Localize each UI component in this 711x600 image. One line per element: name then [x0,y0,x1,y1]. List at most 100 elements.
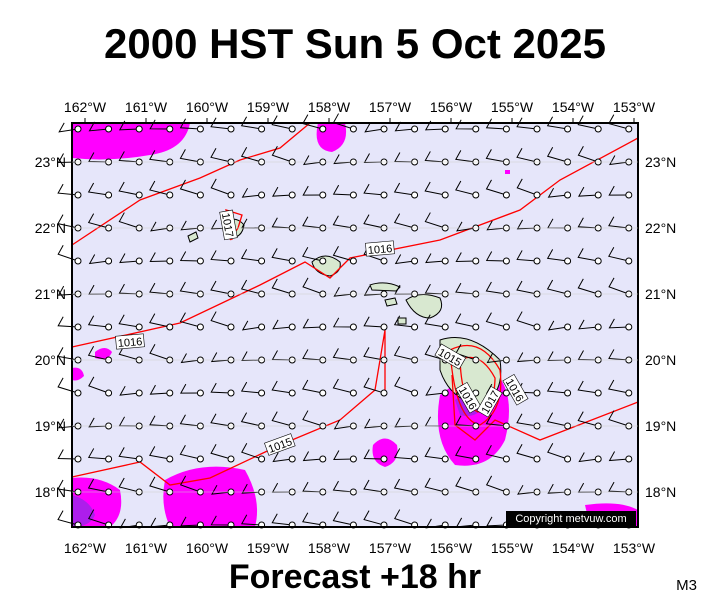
barb [517,484,538,495]
barb-station [625,257,633,265]
barb-station [258,323,266,331]
barb [393,448,415,460]
barb [547,483,568,494]
barb-station [166,191,174,199]
barb-station [319,257,327,265]
barb-station [411,191,419,199]
barb-station [74,455,82,463]
barb [150,221,170,232]
barb [516,444,538,460]
barb-station [625,125,633,133]
barb [516,178,538,196]
barb-station [472,257,480,265]
barb [455,476,476,493]
barb-station [564,323,572,331]
barb-station [227,323,235,331]
barb-station [227,125,235,133]
barb [211,484,232,495]
barb [149,252,170,263]
barb [272,186,293,197]
barb [455,150,476,163]
isobar-label-box [115,333,145,350]
barb [180,353,201,364]
barb-station [594,257,602,265]
barb [332,480,354,493]
barb-station [380,125,388,133]
barb-station [472,323,480,331]
barb-station [502,191,510,199]
barb [87,448,109,460]
barb-station [380,257,388,265]
barb-station [564,455,572,463]
barb [363,316,385,328]
barb [455,415,476,427]
barb [546,147,568,163]
barb-station [288,191,296,199]
barb [302,410,323,427]
barb [455,180,476,196]
barb [485,118,507,130]
barb-station [594,455,602,463]
barb [363,418,385,429]
barb [271,145,293,163]
barb-station [441,257,449,265]
barb [516,117,538,130]
barb [547,187,568,198]
barb-station [349,455,357,463]
barb-station [594,125,602,133]
barb [485,475,507,493]
barb [210,444,232,460]
barb [546,279,568,295]
isobar-label: 1017 [219,209,238,241]
isobar-label: 1016 [365,240,395,257]
barb [119,385,140,396]
barb [302,481,323,493]
isobar-label-box [219,209,238,241]
barb-station [349,191,357,199]
barb [179,149,201,163]
barb-station [166,323,174,331]
barb-station [533,323,541,331]
barb [332,246,354,262]
lat-label-left: 20°N [35,352,66,368]
lon-label-top: 156°W [430,99,473,115]
barb-station [380,323,388,331]
barb [608,379,629,394]
lon-label-top: 158°W [308,99,351,115]
barb-station [166,455,174,463]
barb [179,281,201,295]
barb-station [472,455,480,463]
barb-station [349,257,357,265]
barb [363,347,385,361]
barb-station [288,125,296,133]
barb-station [227,389,235,397]
barb [333,286,354,297]
barb [608,410,629,427]
barb [455,446,476,460]
barb [149,180,170,196]
barb [516,148,538,163]
barb [608,318,629,329]
barb [241,320,262,331]
lon-label-top: 161°W [125,99,168,115]
barb [302,216,323,229]
map-frame [71,122,639,528]
barb-station [319,389,327,397]
barb [302,318,323,329]
barb [302,379,323,394]
barb [577,278,599,295]
barb [179,475,201,493]
barb-station [258,257,266,265]
lon-label-top: 157°W [369,99,412,115]
barb-station [441,191,449,199]
barb [332,348,354,361]
lat-label-left: 18°N [35,484,66,500]
barb-station [502,389,510,397]
isobar-label-box [502,373,529,406]
barb-station [441,389,449,397]
copyright: Copyright metvuw.com [515,513,626,525]
barb-station [288,389,296,397]
barb-station [533,389,541,397]
isobar-label-text: 1017 [219,212,235,238]
barb [149,282,170,295]
